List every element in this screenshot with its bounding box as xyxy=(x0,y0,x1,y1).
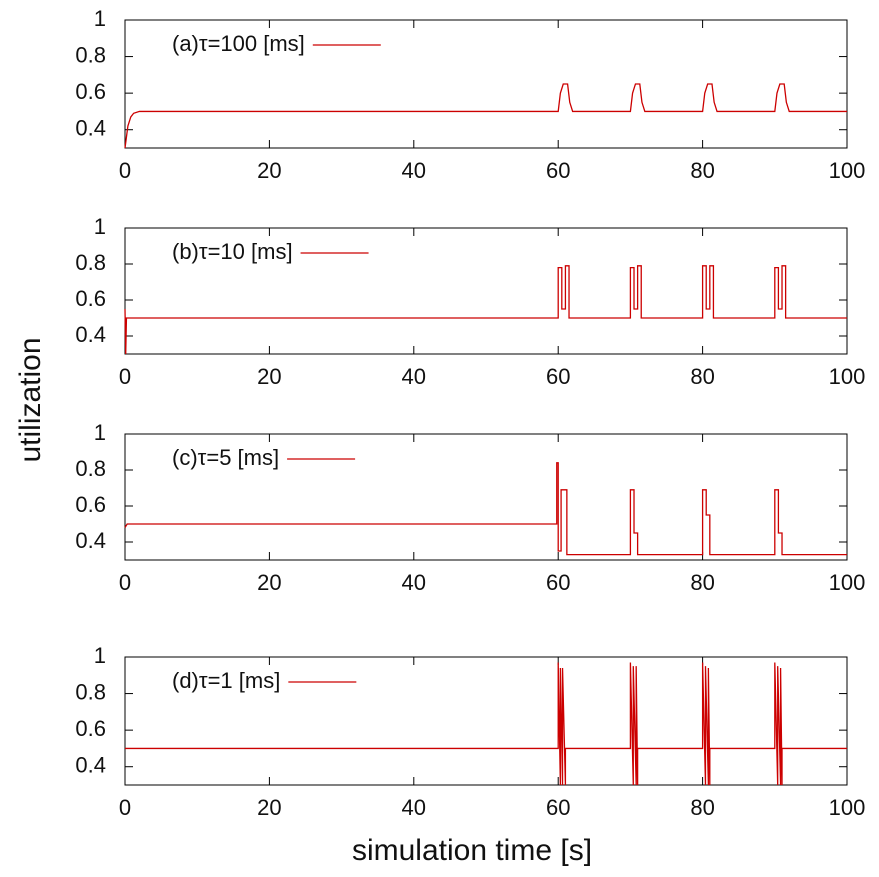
plot-frame xyxy=(124,433,848,561)
x-tick-label: 40 xyxy=(402,364,426,389)
y-tick-label: 0.4 xyxy=(75,322,106,347)
x-tick-label: 60 xyxy=(546,364,570,389)
x-tick-label: 80 xyxy=(690,570,714,595)
x-tick-label: 20 xyxy=(257,158,281,183)
legend-label: (d)τ=1 [ms] xyxy=(172,668,280,693)
x-tick-label: 0 xyxy=(119,570,131,595)
plot-frame xyxy=(124,227,848,355)
y-tick-label: 0.8 xyxy=(75,456,106,481)
x-tick-label: 60 xyxy=(546,570,570,595)
x-tick-label: 100 xyxy=(829,364,866,389)
x-tick-label: 40 xyxy=(402,795,426,820)
x-tick-label: 80 xyxy=(690,364,714,389)
y-tick-label: 0.6 xyxy=(75,716,106,741)
series-line xyxy=(124,462,847,556)
x-tick-label: 20 xyxy=(257,795,281,820)
y-tick-label: 0.4 xyxy=(75,753,106,778)
x-axis-label: simulation time [s] xyxy=(352,834,592,867)
y-tick-label: 1 xyxy=(94,214,106,239)
x-tick-label: 100 xyxy=(829,570,866,595)
y-tick-label: 0.8 xyxy=(75,679,106,704)
x-tick-label: 100 xyxy=(829,158,866,183)
x-tick-label: 60 xyxy=(546,158,570,183)
legend-label: (b)τ=10 [ms] xyxy=(172,239,293,264)
y-tick-label: 0.6 xyxy=(75,286,106,311)
y-tick-label: 1 xyxy=(94,420,106,445)
y-tick-label: 0.8 xyxy=(75,42,106,67)
y-tick-label: 0.6 xyxy=(75,492,106,517)
legend-label: (a)τ=100 [ms] xyxy=(172,31,305,56)
x-tick-label: 20 xyxy=(257,364,281,389)
x-tick-label: 100 xyxy=(829,795,866,820)
series-line xyxy=(124,265,847,355)
x-tick-label: 0 xyxy=(119,795,131,820)
plot-frame xyxy=(124,19,848,149)
series-line xyxy=(124,83,847,149)
plot-frame xyxy=(124,656,848,786)
x-tick-label: 0 xyxy=(119,158,131,183)
x-tick-label: 40 xyxy=(402,158,426,183)
x-tick-label: 80 xyxy=(690,158,714,183)
x-tick-label: 80 xyxy=(690,795,714,820)
x-tick-label: 60 xyxy=(546,795,570,820)
y-tick-label: 0.8 xyxy=(75,250,106,275)
x-tick-label: 20 xyxy=(257,570,281,595)
x-tick-label: 0 xyxy=(119,364,131,389)
y-tick-label: 1 xyxy=(94,643,106,668)
y-axis-label: utilization xyxy=(14,337,47,462)
legend-label: (c)τ=5 [ms] xyxy=(172,445,279,470)
series-line xyxy=(125,662,847,786)
y-tick-label: 0.4 xyxy=(75,528,106,553)
y-tick-label: 0.4 xyxy=(75,116,106,141)
y-tick-label: 0.6 xyxy=(75,79,106,104)
x-tick-label: 40 xyxy=(402,570,426,595)
y-tick-label: 1 xyxy=(94,6,106,31)
